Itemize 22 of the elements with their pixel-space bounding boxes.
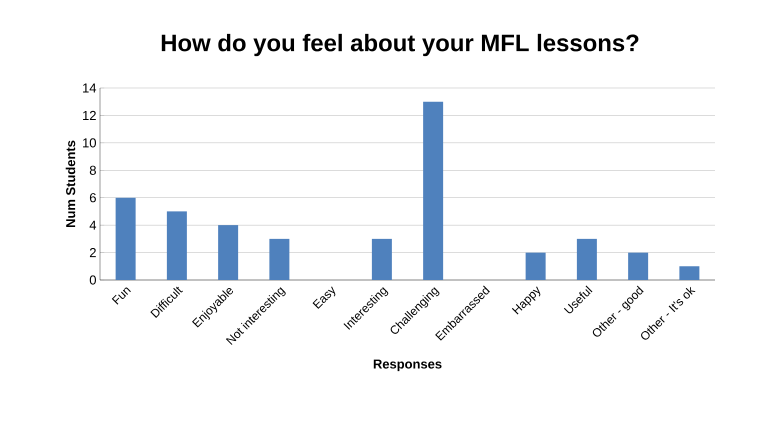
- y-axis-title: Num Students: [66, 140, 76, 228]
- bar: [166, 211, 187, 280]
- bar: [526, 252, 546, 280]
- bar: [576, 238, 597, 280]
- bar: [218, 225, 238, 280]
- y-tick-label: 0: [90, 275, 96, 285]
- y-tick-label: 4: [90, 220, 96, 230]
- bar: [679, 266, 700, 280]
- bar: [116, 198, 136, 280]
- y-tick-label: 14: [83, 84, 96, 92]
- bar: [372, 238, 392, 280]
- bar: [423, 102, 444, 280]
- y-tick-label: 6: [90, 193, 96, 202]
- x-axis-title: Responses: [374, 360, 442, 372]
- y-tick-label: 8: [90, 166, 96, 175]
- bar: [269, 238, 290, 280]
- y-tick-label: 2: [90, 248, 96, 258]
- x-tick-label: Fun: [112, 287, 131, 305]
- chart-title: How do you feel about your MFL lessons?: [162, 34, 638, 56]
- y-tick-label: 10: [83, 138, 96, 148]
- y-tick-label: 12: [83, 110, 96, 120]
- bar: [628, 252, 648, 280]
